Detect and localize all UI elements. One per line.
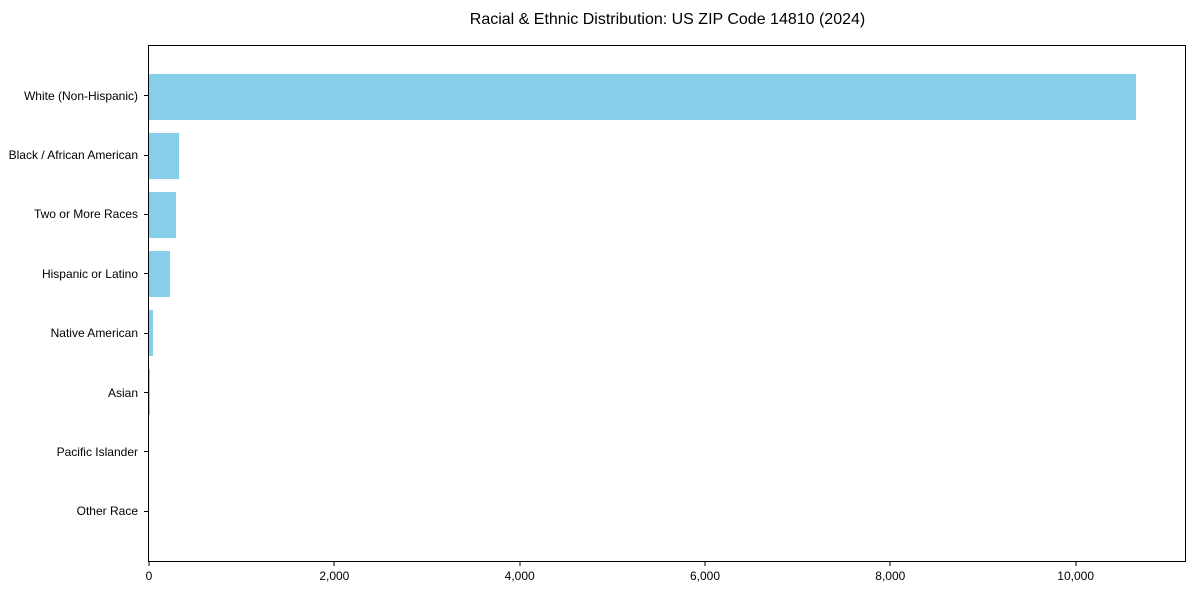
x-tick-mark: [1075, 562, 1077, 566]
x-tick-label: 2,000: [319, 569, 350, 583]
bar: [149, 250, 171, 297]
x-axis: 0 2,000 4,000 6,000 8,000 10,000: [145, 562, 1185, 588]
y-tick-mark: [144, 154, 148, 156]
y-axis-row: Native American: [0, 304, 148, 363]
y-tick-mark: [144, 213, 148, 215]
x-tick-mark: [333, 562, 335, 566]
x-tick-label: 0: [145, 569, 153, 583]
x-tick-label: 10,000: [1057, 569, 1094, 583]
bar: [149, 310, 153, 357]
bar-row: [149, 304, 1185, 363]
y-tick-mark: [144, 95, 148, 97]
y-axis-row: Black / African American: [0, 125, 148, 184]
bar: [149, 369, 150, 416]
bar: [149, 73, 1136, 120]
y-axis-row: Hispanic or Latino: [0, 244, 148, 303]
y-tick-label: Hispanic or Latino: [41, 266, 138, 281]
x-tick-mark: [889, 562, 891, 566]
y-tick-label: Black / African American: [8, 148, 138, 163]
bar-row: [149, 185, 1185, 244]
x-tick-mark: [148, 562, 150, 566]
y-axis-row: Other Race: [0, 482, 148, 541]
y-axis-row: Pacific Islander: [0, 422, 148, 481]
bar-row: [149, 422, 1185, 481]
bar: [149, 191, 176, 238]
x-tick-mark: [704, 562, 706, 566]
y-tick-mark: [144, 510, 148, 512]
y-axis: White (Non-Hispanic) Black / African Amer…: [0, 45, 148, 562]
bar-row: [149, 67, 1185, 126]
x-tick-label: 8,000: [875, 569, 906, 583]
bar-row: [149, 126, 1185, 185]
bar: [149, 132, 179, 179]
y-tick-mark: [144, 332, 148, 334]
y-tick-label: Native American: [50, 326, 138, 341]
y-tick-label: Asian: [107, 385, 138, 400]
x-tick-label: 4,000: [504, 569, 535, 583]
y-axis-row: Two or More Races: [0, 185, 148, 244]
y-axis-row: Asian: [0, 363, 148, 422]
y-tick-label: Pacific Islander: [56, 444, 138, 459]
y-tick-mark: [144, 273, 148, 275]
y-tick-label: Two or More Races: [33, 207, 138, 222]
bar-row: [149, 481, 1185, 540]
bar-row: [149, 363, 1185, 422]
plot-area: [148, 45, 1186, 562]
chart-title: Racial & Ethnic Distribution: US ZIP Cod…: [469, 11, 866, 28]
y-tick-mark: [144, 451, 148, 453]
y-tick-label: White (Non-Hispanic): [23, 88, 138, 103]
x-tick-mark: [519, 562, 521, 566]
bar-row: [149, 244, 1185, 303]
y-tick-mark: [144, 392, 148, 394]
x-tick-label: 6,000: [689, 569, 720, 583]
y-axis-row: White (Non-Hispanic): [0, 66, 148, 125]
y-tick-label: Other Race: [76, 504, 138, 519]
